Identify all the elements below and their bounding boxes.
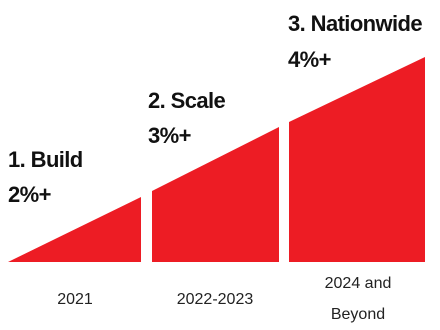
period-label-2024-beyond: 2024 and Beyond [324,275,392,323]
phase-2-title: 2. Scale [148,88,226,113]
phase-2-value: 3%+ [148,123,191,148]
phase-3-title: 3. Nationwide [288,11,423,36]
period-label-2022-2023: 2022-2023 [176,291,254,308]
phase-1-value: 2%+ [8,182,51,207]
phase-3-value: 4%+ [288,47,331,72]
ramp-segment-nationwide [289,57,425,262]
phase-1-title: 1. Build [8,147,83,172]
ramp-segment-build [8,197,141,262]
period-label-2021: 2021 [57,291,93,308]
ramp-segment-scale [152,127,279,262]
